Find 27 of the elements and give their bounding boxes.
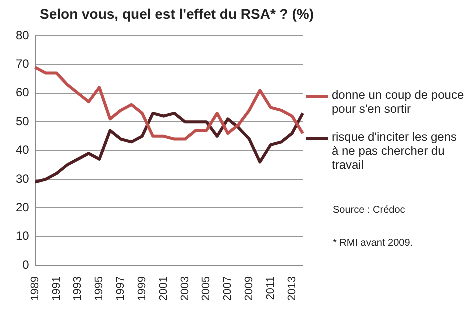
x-tick-label: 1999 [136, 276, 148, 302]
x-tick-label: 2005 [200, 276, 213, 302]
source-note: Source : Crédoc [333, 205, 406, 216]
y-tick-label: 20 [16, 200, 30, 214]
y-tick-label: 70 [16, 57, 30, 72]
y-tick-label: 80 [16, 28, 30, 42]
x-tick-label: 2001 [158, 276, 170, 302]
x-tick-label: 1993 [72, 276, 84, 302]
y-tick-label: 30 [16, 172, 30, 186]
x-tick-label: 2003 [179, 276, 192, 302]
chart-title: Selon vous, quel est l'effet du RSA* ? (%) [40, 6, 314, 22]
y-tick-label: 60 [16, 86, 30, 100]
y-tick-label: 40 [16, 143, 30, 158]
x-tick-label: 2011 [264, 276, 277, 300]
x-tick-label: 2007 [222, 276, 234, 302]
x-tick-label: 1989 [29, 276, 42, 302]
x-tick-label: 1991 [50, 276, 63, 302]
x-tick-label: 1995 [94, 276, 106, 302]
x-tick-label: 2013 [286, 276, 298, 302]
y-tick-label: 50 [16, 114, 30, 128]
x-tick-label: 1997 [115, 276, 128, 302]
legend-label: donne un coup de pouce pour s'en sortir [332, 88, 466, 116]
x-tick-label: 2009 [244, 276, 256, 302]
y-tick-label: 0 [22, 258, 30, 272]
legend-label: risque d'inciter les gens à ne pas chercher du travail [332, 130, 458, 172]
y-tick-label: 10 [16, 229, 30, 244]
text: * RMI avant 2009. [333, 238, 414, 249]
